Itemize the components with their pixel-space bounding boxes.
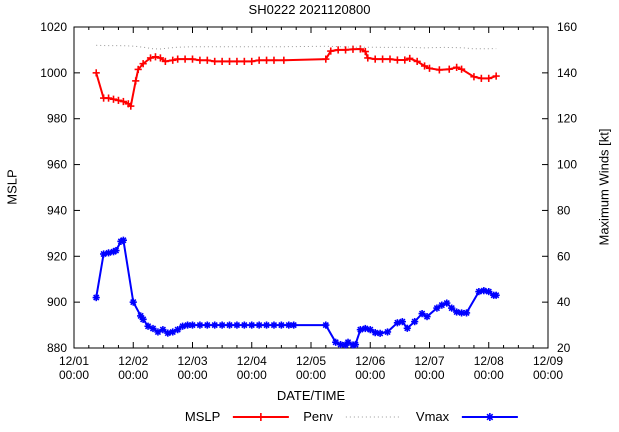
svg-text:100: 100 [557, 158, 577, 172]
svg-text:960: 960 [47, 158, 67, 172]
svg-text:00:00: 00:00 [177, 368, 207, 382]
svg-text:12/01: 12/01 [59, 354, 89, 368]
svg-text:1000: 1000 [40, 66, 67, 80]
svg-text:00:00: 00:00 [296, 368, 326, 382]
svg-text:980: 980 [47, 112, 67, 126]
x-axis-ticks [73, 27, 549, 348]
svg-text:60: 60 [557, 249, 571, 263]
svg-text:12/02: 12/02 [118, 354, 148, 368]
svg-text:920: 920 [47, 249, 67, 263]
x-axis-tick-labels: 12/0100:0012/0200:0012/0300:0012/0400:00… [59, 354, 563, 382]
legend-sample-penv-line [345, 416, 402, 417]
svg-text:160: 160 [557, 20, 577, 34]
svg-text:12/03: 12/03 [177, 354, 207, 368]
y-left-ticks-and-labels: 880 900 920 940 960 980 1000 1020 [40, 20, 80, 355]
chart-title: SH0222 2021120800 [248, 2, 371, 17]
svg-text:00:00: 00:00 [59, 368, 89, 382]
legend-label-vmax: Vmax [415, 409, 450, 424]
svg-text:1020: 1020 [40, 20, 67, 34]
legend-sample-mslp-line [233, 412, 290, 421]
svg-text:940: 940 [47, 203, 67, 217]
svg-text:00:00: 00:00 [237, 368, 267, 382]
legend-item-vmax: Vmax [416, 409, 519, 424]
vmax-markers [92, 236, 500, 349]
mslp-markers [92, 45, 500, 110]
svg-text:12/06: 12/06 [355, 354, 385, 368]
svg-text:12/04: 12/04 [237, 354, 267, 368]
legend: MSLP Penv Vmax [185, 409, 519, 424]
penv-line [96, 44, 497, 50]
legend-item-penv: Penv [303, 409, 403, 424]
svg-text:880: 880 [47, 341, 67, 355]
svg-text:00:00: 00:00 [533, 368, 563, 382]
svg-text:00:00: 00:00 [474, 368, 504, 382]
svg-text:80: 80 [557, 203, 571, 217]
legend-label-penv: Penv [303, 409, 333, 424]
svg-text:40: 40 [557, 295, 571, 309]
svg-text:12/08: 12/08 [474, 354, 504, 368]
y-right-ticks-and-labels: 20 40 60 80 100 120 140 160 [542, 20, 577, 355]
svg-text:120: 120 [557, 112, 577, 126]
x-axis-label: DATE/TIME [276, 388, 346, 403]
svg-text:12/09: 12/09 [533, 354, 563, 368]
y-axis-label-right: Maximum Winds [kt] [596, 128, 612, 246]
plot-border [73, 26, 549, 349]
svg-text:00:00: 00:00 [414, 368, 444, 382]
svg-text:20: 20 [557, 341, 571, 355]
legend-label-mslp: MSLP [184, 409, 221, 424]
legend-sample-vmax-line [462, 412, 519, 421]
legend-item-mslp: MSLP [185, 409, 290, 424]
y-axis-label-left: MSLP [4, 169, 20, 205]
svg-text:12/07: 12/07 [414, 354, 444, 368]
svg-text:00:00: 00:00 [118, 368, 148, 382]
svg-text:900: 900 [47, 295, 67, 309]
svg-text:140: 140 [557, 66, 577, 80]
svg-text:00:00: 00:00 [355, 368, 385, 382]
svg-text:12/05: 12/05 [296, 354, 326, 368]
